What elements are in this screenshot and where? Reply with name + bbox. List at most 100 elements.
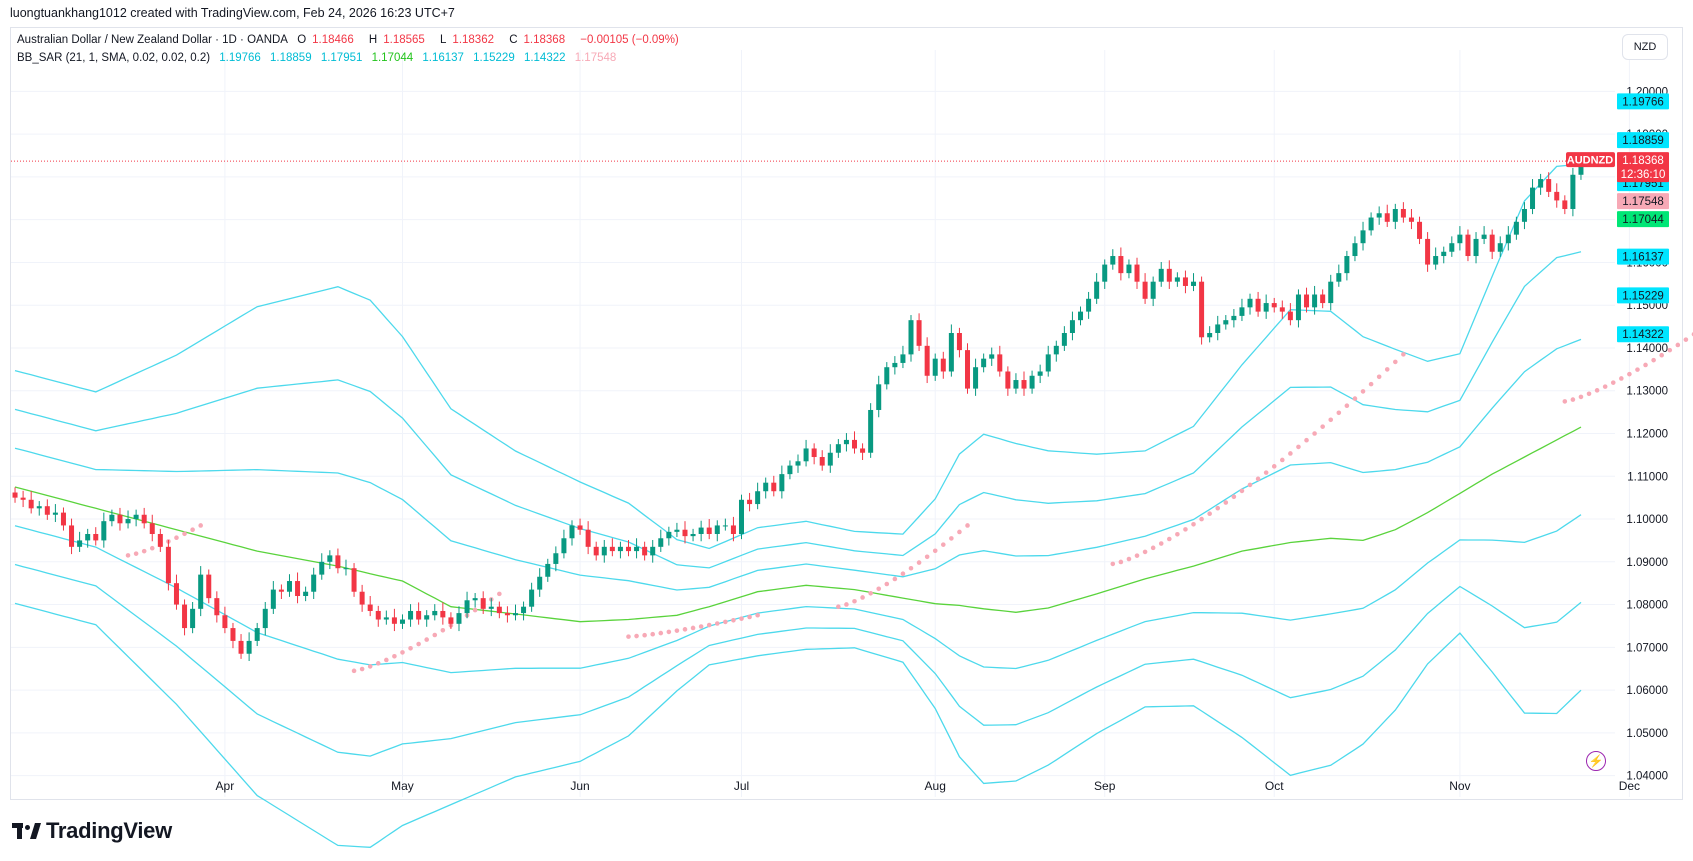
lightning-icon[interactable]: ⚡ [1586,751,1606,771]
change-value: −0.00105 (−0.09%) [580,34,679,46]
sar-dot [1320,424,1325,429]
candle-body [480,598,486,609]
sar-dot [1263,470,1269,475]
price-label: 1.18859 [1622,135,1664,147]
candle-body [1408,217,1414,222]
candle-body [884,367,890,385]
sar-dot [1118,559,1124,565]
sar-dot [723,619,728,625]
candle-body [617,546,623,552]
sar-dot [940,542,946,547]
candle-body [1231,315,1237,321]
candle-body [690,533,696,537]
sar-dot [1683,337,1689,342]
candle-body [69,525,75,547]
sar-dot [351,668,357,674]
sar-dot [949,536,954,541]
chart-frame [10,27,1683,800]
candle-body [682,529,688,537]
candle-body [496,606,502,614]
candle-body [1352,243,1358,257]
price-label: 1.14322 [1622,329,1664,341]
candle-body [1239,307,1245,316]
candle-body [973,367,979,389]
candle-body [1505,234,1511,244]
candle-body [278,589,284,592]
candle-body [60,512,66,526]
candle-body [28,499,34,509]
candle-body [1392,208,1398,222]
price-tick-label: 1.13000 [1626,386,1668,398]
candle-body [738,499,744,534]
candle-body [408,610,414,620]
candle-body [85,533,91,541]
sar-dot [957,529,962,535]
candle-body [779,474,785,492]
candle-body [634,546,640,552]
candle-body [956,333,962,351]
candle-body [819,457,825,466]
candle-body [1304,294,1310,308]
candle-body [981,358,987,368]
candle-body [1126,264,1132,274]
candle-body [117,514,123,524]
basis-line [14,426,1582,623]
sar-dot [642,632,647,638]
candle-body [1312,294,1318,308]
sar-dot [1207,511,1212,516]
sar-dot [876,586,882,592]
time-tick-label: Nov [1449,779,1470,793]
candle-body [327,555,333,562]
candle-body [1570,174,1576,209]
candle-body [149,523,155,534]
symbol-name[interactable]: Australian Dollar / New Zealand Dollar ·… [17,34,288,46]
time-tick-label: Dec [1619,779,1640,793]
candle-body [1336,273,1342,282]
sar-dot [1401,352,1406,357]
candle-body [1344,256,1350,274]
candle-body [93,533,99,541]
candle-body [1473,238,1479,257]
candle-body [722,525,728,527]
indicator-name[interactable]: BB_SAR (21, 1, SMA, 0.02, 0.02, 0.2) [17,52,211,64]
sar-dot [1360,389,1366,394]
band-line [14,338,1582,591]
candle-body [1078,311,1084,321]
candle-body [771,482,777,492]
sar-dot [174,535,179,541]
indicator-value-6: 1.15229 [473,52,515,64]
candle-body [270,589,276,609]
candle-body [593,546,599,556]
candle-body [650,546,656,556]
candle-body [109,514,115,522]
price-tick-label: 1.06000 [1626,685,1668,697]
candle-body [383,617,389,620]
indicator-value-5: 1.16137 [422,52,464,64]
candle-body [391,617,397,624]
sar-dot [1183,527,1188,532]
time-tick-label: May [391,779,414,793]
candle-body [125,519,131,524]
low-value: L 1.18362 [440,34,494,46]
sar-dot [1344,403,1350,409]
time-tick-label: Apr [216,779,235,793]
candle-body [1295,294,1301,321]
time-tick-label: Jul [734,779,749,793]
candle-body [827,452,833,466]
sar-dot [965,523,970,528]
candle-body [561,538,567,554]
candle-body [1053,345,1059,355]
candle-body [1441,251,1447,257]
price-label: 1.16137 [1622,252,1664,264]
band-line [14,251,1582,569]
candle-body [1287,311,1293,321]
candle-body [1530,187,1536,209]
sar-dot [852,598,857,604]
candle-body [214,598,220,616]
candle-body [835,444,841,453]
currency-button[interactable]: NZD [1622,34,1668,60]
candle-body [20,497,26,500]
price-labels: 1.197661.188591.179511.175481.170441.161… [1566,93,1669,343]
sar-dot [1675,342,1681,348]
